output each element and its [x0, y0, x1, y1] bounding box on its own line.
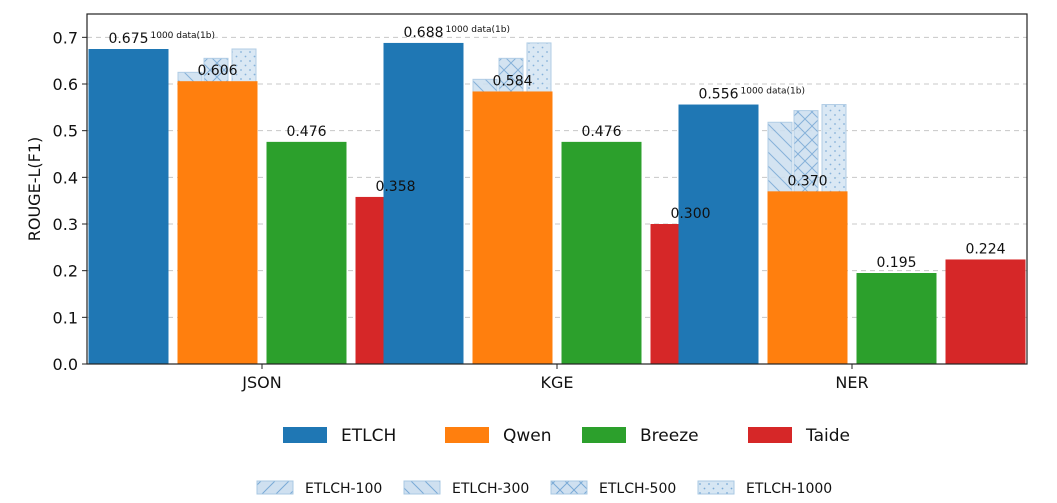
legend-label-etlch-500: ETLCH-500 — [599, 481, 676, 497]
legend-label-etlch-300: ETLCH-300 — [452, 481, 529, 497]
data-label-taide-kge: 0.300 — [670, 206, 710, 222]
legend-swatch-etlch-500 — [550, 480, 588, 495]
bar-breeze-kge — [561, 141, 642, 364]
data-label-breeze-kge: 0.476 — [581, 124, 621, 140]
bar-qwen-json — [177, 81, 258, 364]
bar-qwen-ner — [767, 191, 848, 364]
data-label-breeze-ner: 0.195 — [876, 255, 916, 271]
x-tick-label: NER — [835, 373, 868, 392]
data-label-etlch-json: 0.675 — [108, 31, 148, 47]
data-label-qwen-json: 0.606 — [197, 63, 237, 79]
legend-swatch-qwen — [445, 427, 489, 443]
data-label-breeze-json: 0.476 — [286, 124, 326, 140]
legend-swatch-etlch — [283, 427, 327, 443]
y-tick-label: 0.7 — [53, 28, 78, 47]
data-label-etlch-ner: 0.556 — [698, 87, 738, 103]
y-tick-label: 0.4 — [53, 168, 78, 187]
legend-variants: ETLCH-100 ETLCH-300 ETLCH-500 ETLCH-1000 — [256, 480, 832, 497]
x-tick-label: JSON — [241, 373, 281, 392]
legend-label-breeze: Breeze — [640, 426, 699, 446]
legend-main: ETLCH Qwen Breeze Taide — [283, 426, 850, 446]
y-axis-label: ROUGE-L(F1) — [25, 137, 44, 241]
legend-swatch-etlch-1000 — [697, 480, 735, 495]
y-tick-label: 0.1 — [53, 308, 78, 327]
legend-swatch-taide — [748, 427, 792, 443]
bar-breeze-ner — [856, 273, 937, 364]
legend-label-etlch: ETLCH — [341, 426, 396, 446]
bar-taide-ner — [945, 259, 1026, 364]
bar-etlch-json — [88, 49, 169, 364]
axes: 0.0 0.1 0.2 0.3 0.4 0.5 0.6 0.7 ROUGE-L(F1) JSON K… — [25, 28, 869, 392]
y-tick-label: 0.0 — [53, 355, 78, 374]
bar-etlch-kge — [383, 42, 464, 364]
legend-label-etlch-1000: ETLCH-1000 — [746, 481, 832, 497]
y-tick-label: 0.3 — [53, 215, 78, 234]
y-tick-label: 0.5 — [53, 122, 78, 141]
y-tick-label: 0.6 — [53, 75, 78, 94]
data-label-qwen-ner: 0.370 — [787, 173, 827, 189]
legend-swatch-etlch-100 — [256, 480, 294, 495]
legend-label-taide: Taide — [805, 426, 850, 446]
bar-qwen-kge — [472, 91, 553, 364]
bar-etlch-ner — [678, 104, 759, 365]
legend-swatch-breeze — [582, 427, 626, 443]
legend-label-etlch-100: ETLCH-100 — [305, 481, 382, 497]
y-tick-label: 0.2 — [53, 262, 78, 281]
data-label-etlch-kge: 0.688 — [403, 25, 443, 41]
data-label-qwen-kge: 0.584 — [492, 73, 532, 89]
data-label-taide-ner: 0.224 — [965, 241, 1005, 257]
x-tick-label: KGE — [541, 373, 574, 392]
data-label-taide-json: 0.358 — [375, 179, 415, 195]
annotation-json: 1000 data(1b) — [151, 31, 216, 41]
annotation-kge: 1000 data(1b) — [446, 25, 511, 35]
bars — [88, 42, 1026, 365]
annotation-ner: 1000 data(1b) — [741, 87, 806, 97]
legend-swatch-etlch-300 — [403, 480, 441, 495]
legend-label-qwen: Qwen — [503, 426, 552, 446]
bar-breeze-json — [266, 141, 347, 364]
